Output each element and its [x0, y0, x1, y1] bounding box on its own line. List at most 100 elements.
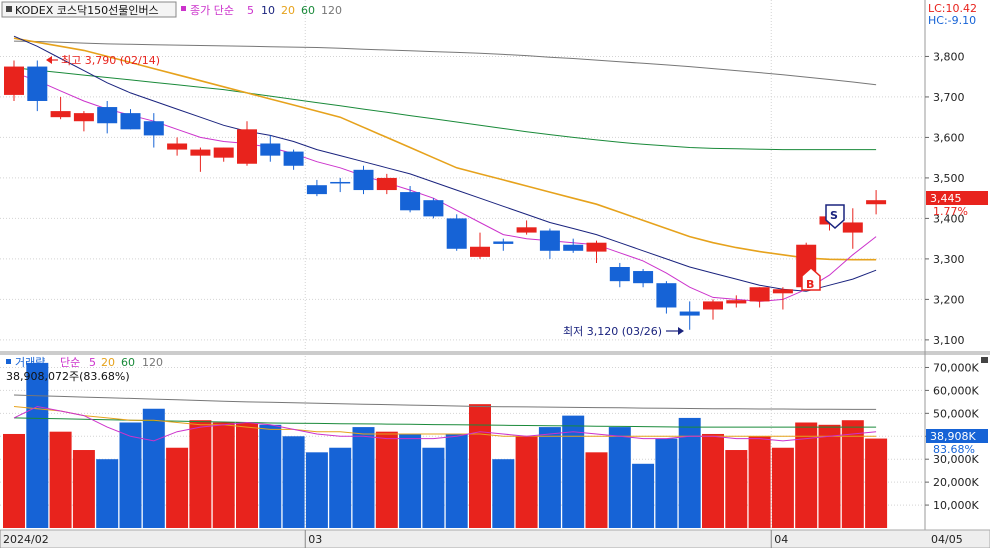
price-tick-label: 3,500 — [933, 172, 965, 185]
candle — [633, 269, 654, 288]
candle — [213, 147, 234, 162]
volume-bar — [445, 433, 468, 528]
ma20-line — [13, 37, 877, 261]
volume-bar — [142, 408, 165, 528]
buy-signal-label: B — [806, 278, 814, 291]
sell-signal: S — [825, 204, 845, 230]
ma-legend-prefix: 종가 단순 — [190, 4, 234, 17]
volume-tick-label: 20,000K — [933, 476, 979, 489]
right-date-label: 04/05 — [931, 533, 963, 546]
volume-bar — [608, 427, 631, 528]
price-tick-label: 3,300 — [933, 253, 965, 266]
candle-body — [586, 242, 607, 252]
volume-bar — [329, 447, 352, 528]
candle-body — [563, 244, 584, 251]
volume-bar — [632, 463, 655, 528]
price-axis-area — [925, 0, 990, 548]
vol-ma-legend-5: 5 — [89, 356, 96, 369]
price-tick-label: 3,800 — [933, 50, 965, 63]
ma60-line — [13, 67, 877, 151]
buy-signal-marker-icon — [801, 266, 821, 291]
candlestick-series — [4, 60, 887, 330]
candle — [470, 232, 490, 259]
candle — [423, 198, 444, 219]
last-change-label: 1.77% — [933, 205, 968, 218]
candle-body — [749, 287, 770, 302]
volume-bar — [562, 415, 585, 528]
volume-bars — [3, 362, 888, 528]
lc-label: LC:10.42 — [928, 2, 977, 15]
volume-bar — [3, 433, 25, 528]
candle — [120, 109, 141, 130]
candle-body — [609, 266, 630, 282]
candle-body — [470, 246, 490, 257]
candle — [609, 262, 630, 288]
candle — [586, 240, 607, 263]
volume-bar — [771, 447, 794, 528]
volume-bar — [538, 427, 561, 528]
volume-bar — [725, 450, 748, 528]
candle — [656, 281, 677, 314]
ma-legend-10: 10 — [261, 4, 275, 17]
candle — [330, 177, 351, 193]
last-volume-box — [926, 429, 988, 443]
candle-body — [97, 107, 118, 124]
candle — [283, 149, 304, 170]
candle-body — [516, 227, 537, 233]
last-volume-label: 38,908K — [930, 430, 976, 443]
candle-body — [50, 111, 71, 118]
candle-body — [539, 230, 560, 251]
candle — [306, 179, 327, 197]
candle-body — [772, 289, 793, 294]
volume-legend-prefix: 단순 — [60, 356, 80, 369]
ma-legend-120: 120 — [321, 4, 342, 17]
volume-moving-averages — [13, 394, 877, 442]
candle-body — [213, 147, 234, 158]
high-annotation: 최고 3,790 (02/14) — [46, 54, 160, 67]
candle — [27, 60, 48, 112]
vol-ma-legend-60: 60 — [121, 356, 135, 369]
candle-body — [842, 222, 863, 233]
ma10-line — [13, 35, 877, 292]
candle — [190, 147, 211, 172]
volume-panel-collapse-icon[interactable] — [981, 357, 988, 363]
volume-bar — [655, 438, 678, 528]
candle-body — [353, 169, 374, 191]
instrument-box[interactable] — [1, 1, 177, 18]
volume-bar — [352, 427, 375, 528]
candle-body — [306, 185, 327, 195]
candle-body — [143, 121, 164, 136]
candle — [353, 165, 374, 195]
instrument-name[interactable]: KODEX 코스닥150선물인버스 — [15, 4, 159, 17]
ma120-line — [13, 40, 877, 86]
volume-bar — [795, 422, 818, 528]
last-price-label: 3,445 — [930, 192, 962, 205]
candle-body — [400, 192, 421, 211]
candle — [679, 301, 700, 330]
x-tick-label: 04 — [774, 533, 788, 546]
candle-body — [283, 151, 304, 166]
candle — [376, 173, 397, 195]
volume-tick-label: 30,000K — [933, 453, 979, 466]
candle — [703, 299, 723, 320]
last-volume-pct-label: 83.68% — [933, 443, 975, 456]
volume-tick-label: 60,000K — [933, 384, 979, 397]
instrument-marker-icon — [6, 6, 12, 12]
low-annotation: 최저 3,120 (03/26) — [563, 325, 684, 338]
candle-body — [330, 181, 351, 184]
candle-body — [726, 300, 747, 304]
candle — [237, 121, 257, 166]
price-tick-label: 3,200 — [933, 293, 965, 306]
sell-signal-marker-icon — [825, 204, 845, 230]
candle-body — [4, 66, 24, 95]
candle — [73, 111, 94, 132]
buy-signal: B — [801, 266, 821, 291]
ma-legend-60: 60 — [301, 4, 315, 17]
high-arrow-icon — [46, 56, 52, 64]
candle — [143, 113, 164, 148]
candle-body — [446, 218, 467, 249]
candle — [539, 228, 560, 259]
candle-body — [120, 113, 141, 130]
volume-bar — [305, 452, 328, 528]
